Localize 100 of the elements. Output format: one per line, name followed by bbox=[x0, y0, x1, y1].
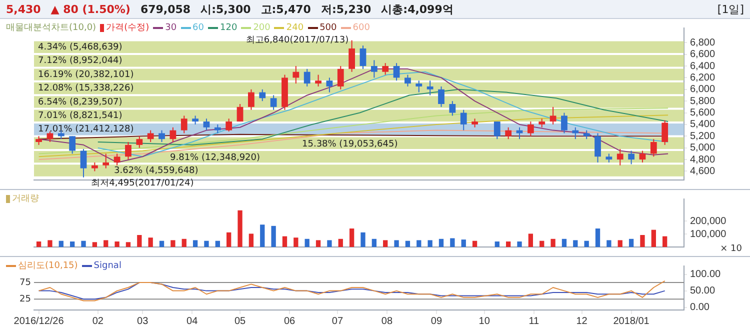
bar bbox=[360, 232, 366, 247]
y-tick-label: 5,800 bbox=[690, 96, 716, 107]
bar bbox=[550, 238, 556, 247]
band-label: 6.54% (8,239,507) bbox=[38, 97, 122, 108]
legend-label: 600 bbox=[352, 22, 370, 32]
band-label: 4.34% (5,468,639) bbox=[38, 42, 122, 52]
bar bbox=[282, 236, 288, 247]
bar bbox=[137, 234, 142, 247]
bar bbox=[327, 240, 332, 247]
bar bbox=[494, 241, 500, 247]
bar bbox=[595, 228, 600, 247]
band-label: 17.01% (21,412,128) bbox=[38, 124, 134, 135]
bar bbox=[238, 210, 242, 247]
y-tick-label: 5,600 bbox=[690, 108, 716, 119]
bar bbox=[104, 240, 108, 247]
candlestick bbox=[158, 130, 165, 142]
candlestick bbox=[639, 150, 646, 163]
bar bbox=[316, 240, 321, 247]
legend-label: 가격(수정) bbox=[106, 22, 150, 34]
candlestick bbox=[594, 132, 601, 163]
candlestick bbox=[248, 88, 254, 110]
legend-label: 심리도(10,15) bbox=[18, 260, 78, 272]
bar bbox=[383, 240, 388, 247]
y-tick-label: 0.00 bbox=[690, 302, 710, 314]
bar bbox=[92, 242, 98, 247]
bar bbox=[573, 240, 578, 247]
bar bbox=[126, 242, 131, 247]
x-tick-label: 05 bbox=[234, 316, 246, 326]
bar bbox=[36, 241, 42, 247]
candlestick bbox=[46, 130, 54, 142]
band-label: 3.62% (4,559,648) bbox=[114, 166, 198, 176]
bar bbox=[416, 240, 422, 247]
candlestick bbox=[460, 109, 467, 131]
x-tick-label: 06 bbox=[284, 316, 296, 326]
bar bbox=[260, 224, 265, 247]
candlestick bbox=[449, 100, 456, 116]
candlestick bbox=[561, 112, 568, 134]
bar bbox=[584, 240, 589, 247]
candlestick bbox=[304, 68, 310, 87]
bar bbox=[248, 234, 254, 247]
x-tick-label: 2018/01 bbox=[613, 316, 650, 326]
y-tick-label: 6,400 bbox=[690, 60, 716, 72]
band-label: 15.38% (19,053,645) bbox=[302, 139, 398, 150]
x-tick-label: 10 bbox=[478, 316, 490, 326]
bar bbox=[182, 238, 186, 247]
x-tick-label: 03 bbox=[137, 316, 149, 326]
bar bbox=[226, 232, 232, 247]
candlestick bbox=[416, 80, 422, 93]
candlestick bbox=[203, 118, 210, 131]
y-tick-label: 5,200 bbox=[690, 130, 716, 142]
candlestick bbox=[616, 148, 624, 166]
bar bbox=[428, 240, 432, 247]
candlestick bbox=[393, 62, 400, 82]
band-label: 12.08% (15,338,226) bbox=[38, 84, 134, 94]
band-label: 7.12% (8,952,044) bbox=[38, 56, 122, 66]
legend-label: 500 bbox=[320, 22, 337, 32]
bar bbox=[48, 240, 52, 247]
candlestick bbox=[226, 118, 232, 132]
candlestick bbox=[147, 130, 154, 142]
candlestick bbox=[125, 142, 132, 160]
y-tick-label: 4,800 bbox=[690, 154, 716, 166]
candlestick bbox=[527, 121, 534, 137]
bar bbox=[461, 240, 466, 247]
x-tick-label: 04 bbox=[186, 316, 198, 326]
candlestick bbox=[550, 106, 556, 125]
candlestick bbox=[80, 148, 87, 178]
bar bbox=[294, 238, 298, 247]
bar bbox=[438, 238, 444, 247]
y-tick-label: 5,400 bbox=[690, 119, 716, 130]
bar bbox=[606, 240, 612, 247]
text: × 10 bbox=[720, 244, 742, 254]
candlestick bbox=[180, 115, 188, 134]
legend-title: 매물대분석차트(10,0) bbox=[6, 22, 96, 34]
bar bbox=[528, 234, 534, 247]
bar bbox=[562, 238, 567, 247]
x-tick-label: 09 bbox=[430, 316, 442, 326]
ref-line-label: 75 bbox=[20, 278, 31, 288]
y-tick-label: 5,000 bbox=[690, 142, 716, 154]
band-label: 16.19% (20,382,101) bbox=[38, 70, 134, 80]
bar bbox=[148, 238, 153, 247]
bar bbox=[215, 240, 220, 247]
bar bbox=[114, 241, 120, 247]
bar bbox=[540, 240, 544, 247]
bar bbox=[651, 230, 656, 247]
candlestick bbox=[426, 80, 434, 96]
candlestick bbox=[236, 104, 244, 122]
candlestick bbox=[270, 94, 277, 110]
bar bbox=[271, 226, 276, 247]
y-tick-label: 6,600 bbox=[690, 49, 716, 60]
y-tick-label: 100,000 bbox=[690, 228, 727, 240]
candlestick bbox=[382, 62, 389, 76]
x-tick-label: 12 bbox=[576, 316, 588, 326]
text: 고:5,470 bbox=[260, 2, 311, 16]
bar bbox=[349, 228, 354, 247]
annotation: 최저4,495(2017/01/24) bbox=[91, 178, 194, 189]
candlestick bbox=[348, 40, 356, 72]
candlestick bbox=[505, 126, 512, 140]
y-tick-label: 200,000 bbox=[690, 216, 727, 227]
bar bbox=[81, 240, 86, 247]
candlestick bbox=[292, 66, 300, 84]
